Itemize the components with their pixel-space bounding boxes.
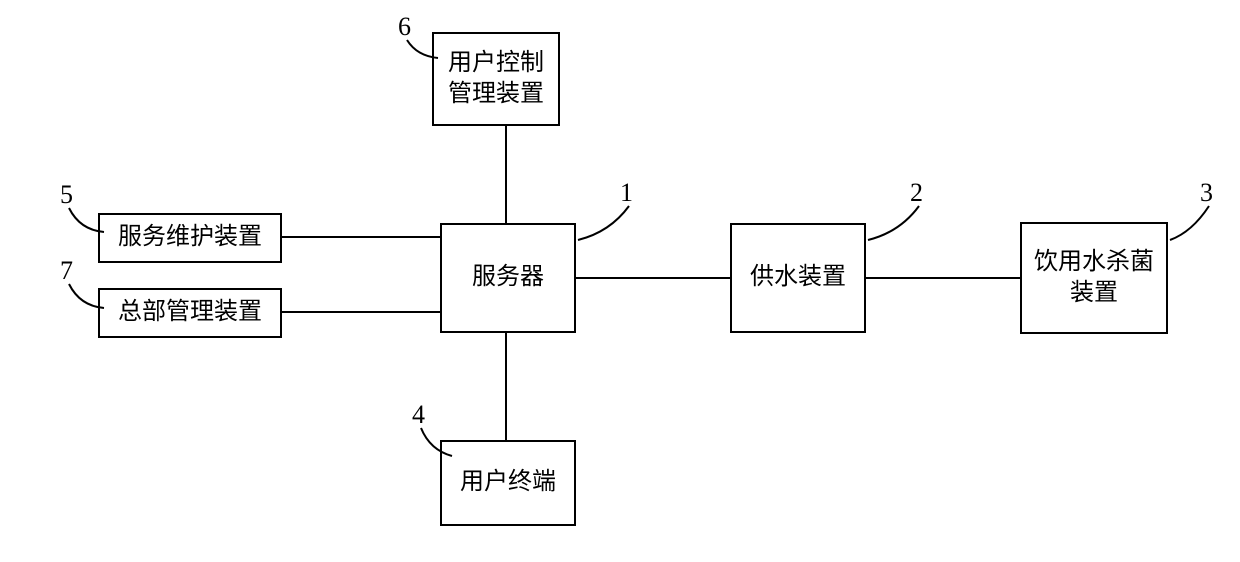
edge-server-userctrl [505, 126, 507, 223]
edge-water-sterilize [866, 277, 1020, 279]
ref-num: 5 [60, 180, 73, 209]
edge-hqmgmt-server [282, 311, 440, 313]
node-label: 饮用水杀菌装置 [1034, 247, 1154, 309]
ref-num: 7 [60, 256, 73, 285]
edge-server-water [576, 277, 730, 279]
node-label: 用户终端 [460, 467, 556, 498]
ref-num: 3 [1200, 178, 1213, 207]
node-water-supply: 供水装置 [730, 223, 866, 333]
ref-label-6: 6 [398, 12, 411, 42]
node-user-terminal: 用户终端 [440, 440, 576, 526]
ref-label-5: 5 [60, 180, 73, 210]
node-user-control-mgmt: 用户控制管理装置 [432, 32, 560, 126]
ref-label-3: 3 [1200, 178, 1213, 208]
edge-svcmaint-server [282, 236, 440, 238]
node-sterilization: 饮用水杀菌装置 [1020, 222, 1168, 334]
node-server: 服务器 [440, 223, 576, 333]
ref-label-4: 4 [412, 400, 425, 430]
ref-num: 4 [412, 400, 425, 429]
node-label: 总部管理装置 [118, 297, 262, 328]
ref-num: 6 [398, 12, 411, 41]
node-label: 供水装置 [750, 262, 846, 293]
diagram-canvas: 服务器 供水装置 饮用水杀菌装置 用户终端 服务维护装置 用户控制管理装置 总部… [0, 0, 1240, 562]
ref-label-1: 1 [620, 178, 633, 208]
ref-label-2: 2 [910, 178, 923, 208]
ref-num: 1 [620, 178, 633, 207]
ref-num: 2 [910, 178, 923, 207]
node-label: 服务器 [472, 262, 544, 293]
node-service-maintenance: 服务维护装置 [98, 213, 282, 263]
ref-label-7: 7 [60, 256, 73, 286]
node-label: 用户控制管理装置 [438, 48, 554, 110]
node-hq-mgmt: 总部管理装置 [98, 288, 282, 338]
node-label: 服务维护装置 [118, 222, 262, 253]
edge-server-userterm [505, 333, 507, 440]
